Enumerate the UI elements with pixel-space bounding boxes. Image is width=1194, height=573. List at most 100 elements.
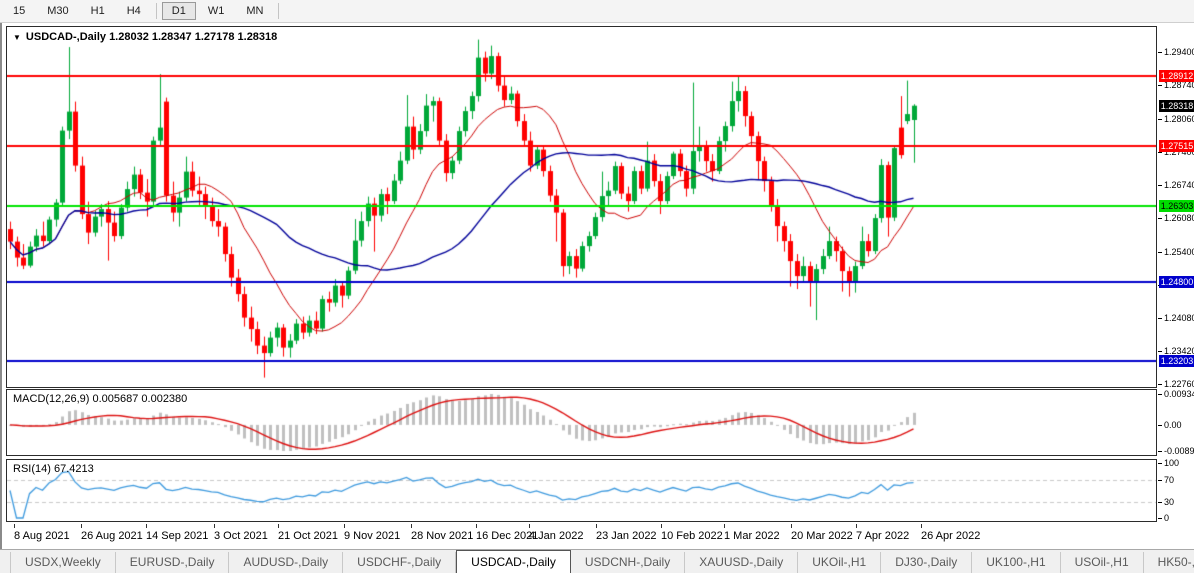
timeframe-button-d1[interactable]: D1	[161, 2, 196, 20]
timeframe-button-w1[interactable]: W1	[207, 5, 225, 17]
time-tick-label: 26 Aug 2021	[81, 530, 143, 542]
time-axis[interactable]: 8 Aug 2021 26 Aug 2021 14 Sep 2021 3 Oct 20…	[6, 524, 1194, 549]
price-tick-label: 1.22760	[1164, 378, 1194, 389]
price-tick-label: 1.24080	[1164, 312, 1194, 323]
chart-window: ▼ USDCAD-,Daily 1.28032 1.28347 1.27178 1…	[0, 23, 1194, 549]
time-tick-mark	[14, 524, 15, 528]
price-badge-1.27515: 1.27515	[1159, 139, 1194, 152]
rsi-tick-mark	[1158, 463, 1162, 464]
time-tick-mark	[921, 524, 922, 528]
timeframe-button-h1[interactable]: H1	[90, 5, 105, 17]
tab-hk50-h1[interactable]: HK50-,H1	[1144, 552, 1194, 573]
time-tick-label: 26 Apr 2022	[921, 530, 981, 542]
tab-dj30-daily[interactable]: DJ30-,Daily	[881, 552, 973, 573]
price-tick-mark	[1158, 251, 1162, 253]
time-tick-mark	[278, 524, 279, 528]
time-tick-mark	[411, 524, 412, 528]
timeframe-button-h4[interactable]: H4	[126, 5, 141, 17]
rsi-canvas[interactable]	[7, 460, 1156, 521]
price-tick-label: 1.25400	[1164, 246, 1194, 257]
price-axis[interactable]: 1.294001.287401.280601.274001.267401.260…	[1158, 23, 1194, 549]
price-tick-label: 1.28740	[1164, 79, 1194, 90]
macd-axis-label: 0.009345	[1164, 389, 1194, 399]
chart-ohlc-quote: 1.28032 1.28347 1.27178 1.28318	[109, 31, 278, 43]
rsi-axis-label: 70	[1164, 474, 1175, 485]
time-tick-mark	[856, 524, 857, 528]
tab-ukoil-h1[interactable]: UKOil-,H1	[798, 552, 882, 573]
price-badge-1.24800: 1.24800	[1159, 275, 1194, 288]
macd-tick-mark	[1158, 424, 1162, 426]
price-tick-label: 1.23420	[1164, 345, 1194, 356]
macd-panel: MACD(12,26,9) 0.005687 0.002380	[6, 389, 1157, 456]
rsi-axis-label: 100	[1164, 458, 1180, 468]
price-tick-mark	[1158, 118, 1162, 120]
symbol-dropdown-icon[interactable]: ▼	[13, 33, 21, 42]
price-badge-1.28318: 1.28318	[1159, 99, 1194, 112]
time-tick-label: 21 Oct 2021	[278, 530, 338, 542]
price-tick-label: 1.28060	[1164, 113, 1194, 124]
price-badge-1.28912: 1.28912	[1159, 70, 1194, 82]
tab-usdcad-daily[interactable]: USDCAD-,Daily	[456, 550, 571, 573]
chart-symbol-label: USDCAD-,Daily	[25, 31, 106, 43]
time-tick-label: 23 Jan 2022	[596, 530, 657, 542]
time-tick-label: 10 Feb 2022	[661, 530, 723, 542]
price-tick-mark	[1158, 84, 1162, 86]
price-tick-mark	[1158, 151, 1162, 153]
tab-eurusd-daily[interactable]: EURUSD-,Daily	[116, 552, 230, 573]
price-tick-mark	[1158, 383, 1162, 385]
time-tick-label: 7 Apr 2022	[856, 530, 910, 542]
time-tick-mark	[529, 524, 530, 528]
macd-canvas[interactable]	[7, 390, 1156, 455]
price-badge-1.26303: 1.26303	[1159, 200, 1194, 213]
macd-tick-mark	[1158, 394, 1162, 395]
rsi-axis-label: 30	[1164, 496, 1175, 507]
macd-tick-mark	[1158, 451, 1162, 452]
price-tick-mark	[1158, 317, 1162, 319]
tab-uk100-h1[interactable]: UK100-,H1	[972, 552, 1061, 573]
price-tick-mark	[1158, 184, 1162, 186]
tab-usoil-h1[interactable]: USOil-,H1	[1061, 552, 1144, 573]
tab-usdx-weekly[interactable]: USDX,Weekly	[10, 552, 116, 573]
price-tick-mark	[1158, 51, 1162, 53]
tab-xauusd-daily[interactable]: XAUUSD-,Daily	[685, 552, 799, 573]
main-chart-canvas[interactable]	[7, 27, 1156, 387]
tab-usdchf-daily[interactable]: USDCHF-,Daily	[343, 552, 457, 573]
price-tick-mark	[1158, 217, 1162, 219]
rsi-tick-mark	[1158, 479, 1162, 481]
time-tick-mark	[146, 524, 147, 528]
time-tick-mark	[81, 524, 82, 528]
time-tick-mark	[596, 524, 597, 528]
tab-audusd-daily[interactable]: AUDUSD-,Daily	[229, 552, 344, 573]
price-badge-1.23203: 1.23203	[1159, 355, 1194, 368]
time-tick-mark	[476, 524, 477, 528]
time-tick-label: 16 Dec 2021	[476, 530, 539, 542]
time-tick-label: 20 Mar 2022	[791, 530, 853, 542]
timeframe-toolbar: 15 M30 H1 H4 D1 W1 MN	[0, 0, 1194, 23]
price-tick-label: 1.26740	[1164, 179, 1194, 190]
timeframe-button-m30[interactable]: M30	[47, 5, 69, 17]
time-tick-label: 8 Aug 2021	[14, 530, 70, 542]
price-tick-mark	[1158, 350, 1162, 352]
rsi-panel: RSI(14) 67.4213	[6, 459, 1157, 522]
time-tick-label: 4 Jan 2022	[529, 530, 584, 542]
chart-title: ▼ USDCAD-,Daily 1.28032 1.28347 1.27178 1…	[13, 31, 277, 43]
time-tick-mark	[791, 524, 792, 528]
time-tick-mark	[661, 524, 662, 528]
time-tick-label: 3 Oct 2021	[214, 530, 268, 542]
price-tick-label: 1.29400	[1164, 46, 1194, 57]
macd-header: MACD(12,26,9) 0.005687 0.002380	[13, 393, 188, 405]
rsi-header: RSI(14) 67.4213	[13, 463, 94, 475]
tab-usdcnh-daily[interactable]: USDCNH-,Daily	[571, 552, 686, 573]
time-tick-mark	[344, 524, 345, 528]
timeframe-button-15[interactable]: 15	[13, 5, 26, 17]
chart-tabs: USDX,Weekly EURUSD-,Daily AUDUSD-,Daily USD…	[0, 549, 1194, 573]
timeframe-button-mn[interactable]: MN	[246, 5, 264, 17]
time-tick-mark	[724, 524, 725, 528]
price-tick-label: 1.26080	[1164, 212, 1194, 223]
time-tick-mark	[214, 524, 215, 528]
main-chart-panel: ▼ USDCAD-,Daily 1.28032 1.28347 1.27178 1…	[6, 26, 1157, 388]
toolbar-separator	[155, 3, 157, 19]
time-tick-label: 28 Nov 2021	[411, 530, 474, 542]
rsi-axis-label: 0	[1164, 513, 1170, 523]
